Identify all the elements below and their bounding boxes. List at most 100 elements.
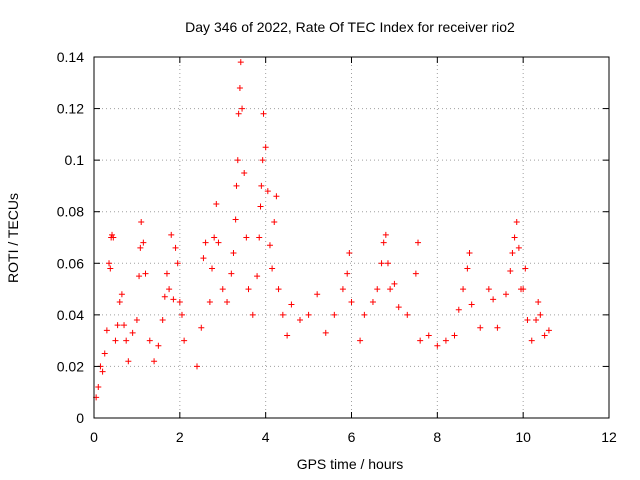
data-point [279,311,286,318]
data-point [155,342,162,349]
x-tick-label: 8 [433,429,441,445]
data-point [198,324,205,331]
data-point [234,157,241,164]
data-point [245,286,252,293]
data-point [537,311,544,318]
data-point [522,265,529,272]
y-tick-label: 0.14 [57,49,84,65]
data-point [228,270,235,277]
data-point [314,291,321,298]
data-point [485,286,492,293]
data-point [434,342,441,349]
data-point [103,327,110,334]
data-point [146,337,153,344]
data-point [545,327,552,334]
data-point [215,239,222,246]
data-point [380,239,387,246]
data-point [507,268,514,275]
data-point [258,182,265,189]
data-point [346,249,353,256]
data-point [121,322,128,329]
data-point [417,337,424,344]
data-point [202,239,209,246]
data-point [239,105,246,112]
x-tick-label: 2 [176,429,184,445]
data-point [112,337,119,344]
data-point [404,311,411,318]
data-point [170,296,177,303]
data-point [99,368,106,375]
y-tick-label: 0.12 [57,101,84,117]
data-point [194,363,200,370]
data-point [387,286,394,293]
data-point [535,298,542,305]
data-point [257,203,264,210]
data-point [151,358,158,365]
y-tick-label: 0.02 [57,358,84,374]
y-axis-label: ROTI / TECUs [5,193,21,283]
data-point [374,286,381,293]
data-point [237,59,244,66]
data-point [288,301,295,308]
data-point [235,110,242,117]
data-point [513,219,520,226]
data-point [209,265,216,272]
data-point [109,231,116,238]
data-point [106,260,113,267]
data-point [305,311,312,318]
data-point [425,332,432,339]
data-point [468,301,475,308]
data-point [339,286,346,293]
data-point [260,110,267,117]
data-point [490,296,497,303]
y-tick-label: 0 [76,410,84,426]
data-point [451,332,458,339]
data-point [271,219,278,226]
chart-title: Day 346 of 2022, Rate Of TEC Index for r… [185,19,515,35]
data-point [163,270,170,277]
data-point [142,270,149,277]
data-point [464,265,471,272]
data-point [331,311,338,318]
data-point [412,270,419,277]
data-point [384,260,391,267]
data-point [211,234,218,241]
y-tick-label: 0.04 [57,307,84,323]
data-point [369,298,376,305]
x-tick-label: 6 [348,429,356,445]
data-point [236,84,243,91]
data-point [213,200,220,207]
data-point [116,298,123,305]
data-point [361,311,368,318]
data-point [494,324,501,331]
data-point [219,286,226,293]
data-point [391,280,398,287]
data-point [129,329,136,336]
data-point [200,255,207,262]
data-point [275,286,282,293]
data-point [118,291,125,298]
data-point [264,188,271,195]
x-tick-label: 10 [515,429,531,445]
data-point [509,249,516,256]
x-axis-label: GPS time / hours [297,456,404,472]
data-point [123,337,130,344]
data-point [176,298,183,305]
data-point [466,249,473,256]
data-point [241,170,248,177]
data-point [254,273,261,280]
data-point [172,244,179,251]
data-point [259,157,266,164]
data-point [110,234,117,241]
data-point [114,322,121,329]
data-point [133,317,140,324]
data-point [524,317,531,324]
data-point [395,304,402,311]
data-point [273,193,280,200]
data-point [174,260,181,267]
data-point [533,317,540,324]
data-point [138,219,145,226]
data-point [140,239,147,246]
data-point [284,332,291,339]
data-point [442,337,449,344]
